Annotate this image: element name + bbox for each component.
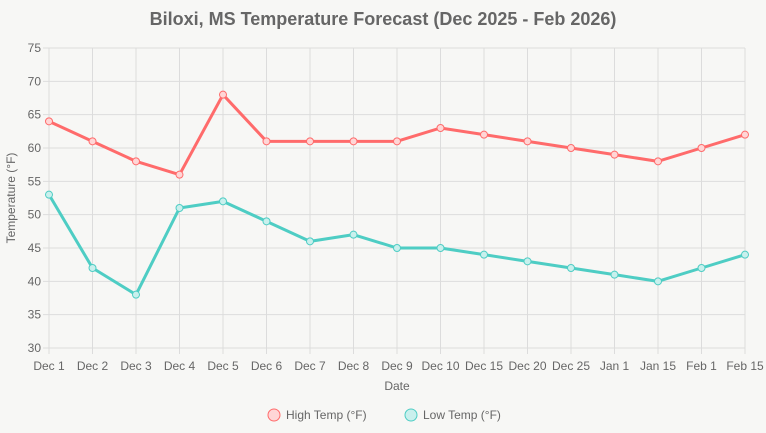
data-point[interactable] (132, 157, 140, 166)
x-axis-label: Date (384, 379, 410, 393)
legend-item[interactable]: Low Temp (°F) (404, 408, 501, 422)
y-tick-label: 70 (28, 74, 42, 88)
x-tick-label: Dec 25 (552, 359, 590, 373)
legend-label: High Temp (°F) (286, 408, 367, 422)
data-point[interactable] (610, 270, 619, 279)
series-layer (45, 90, 749, 299)
data-point[interactable] (262, 217, 271, 226)
data-point[interactable] (523, 257, 532, 266)
data-point[interactable] (349, 230, 358, 239)
y-axis-label: Temperature (°F) (4, 153, 18, 244)
data-point[interactable] (436, 244, 445, 252)
data-point[interactable] (610, 150, 619, 159)
data-point[interactable] (741, 250, 749, 259)
data-point[interactable] (132, 290, 140, 299)
legend-marker-icon (404, 408, 418, 422)
data-point[interactable] (567, 264, 575, 272)
x-tick-label: Dec 7 (294, 359, 326, 373)
x-tick-label: Dec 1 (33, 359, 65, 373)
legend-marker-icon (267, 408, 281, 422)
y-tick-label: 45 (28, 241, 42, 255)
y-axis-ticks: 30 35 40 45 50 55 60 65 70 75 (28, 41, 42, 355)
data-point[interactable] (654, 277, 662, 286)
x-tick-label: Dec 3 (120, 359, 152, 373)
x-tick-label: Feb 1 (686, 359, 717, 373)
legend-item[interactable]: High Temp (°F) (267, 408, 367, 422)
data-point[interactable] (306, 137, 314, 146)
data-point[interactable] (436, 124, 445, 132)
x-tick-label: Jan 1 (600, 359, 630, 373)
y-tick-label: 40 (28, 274, 42, 288)
y-tick-label: 35 (28, 308, 42, 322)
x-tick-label: Dec 9 (381, 359, 413, 373)
data-point[interactable] (393, 244, 401, 252)
data-point[interactable] (567, 144, 575, 152)
data-point[interactable] (697, 144, 706, 152)
data-point[interactable] (219, 90, 227, 99)
y-tick-label: 75 (28, 41, 42, 55)
y-tick-label: 30 (28, 341, 42, 355)
y-tick-label: 50 (28, 208, 42, 222)
data-point[interactable] (654, 157, 662, 166)
series-1 (45, 190, 749, 299)
grid (43, 47, 746, 354)
legend[interactable]: High Temp (°F) Low Temp (°F) (267, 408, 501, 422)
x-tick-label: Dec 5 (207, 359, 239, 373)
data-point[interactable] (480, 130, 488, 139)
x-tick-label: Jan 15 (640, 359, 676, 373)
y-tick-label: 60 (28, 141, 42, 155)
x-tick-label: Dec 6 (251, 359, 283, 373)
data-point[interactable] (741, 130, 749, 139)
chart-title: Biloxi, MS Temperature Forecast (Dec 202… (150, 9, 617, 29)
legend-label: Low Temp (°F) (423, 408, 501, 422)
data-point[interactable] (306, 237, 314, 246)
y-tick-label: 55 (28, 174, 42, 188)
x-tick-label: Feb 15 (726, 359, 764, 373)
x-tick-label: Dec 2 (77, 359, 109, 373)
x-tick-label: Dec 4 (164, 359, 196, 373)
data-point[interactable] (349, 137, 358, 146)
data-point[interactable] (219, 197, 227, 206)
data-point[interactable] (262, 137, 271, 146)
y-tick-label: 65 (28, 108, 42, 122)
data-point[interactable] (45, 117, 53, 126)
data-point[interactable] (393, 137, 401, 146)
series-0 (45, 90, 749, 179)
data-point[interactable] (697, 264, 706, 272)
data-point[interactable] (175, 204, 184, 212)
x-tick-label: Dec 15 (465, 359, 503, 373)
data-point[interactable] (523, 137, 532, 146)
data-point[interactable] (175, 170, 184, 179)
x-tick-label: Dec 20 (508, 359, 546, 373)
data-point[interactable] (45, 190, 53, 199)
data-point[interactable] (88, 137, 97, 146)
x-tick-label: Dec 8 (338, 359, 370, 373)
data-point[interactable] (480, 250, 488, 259)
x-axis-ticks: Dec 1 Dec 2 Dec 3 Dec 4 Dec 5 Dec 6 Dec 7 Dec 8… (33, 359, 764, 373)
x-tick-label: Dec 10 (421, 359, 459, 373)
data-point[interactable] (88, 264, 97, 272)
